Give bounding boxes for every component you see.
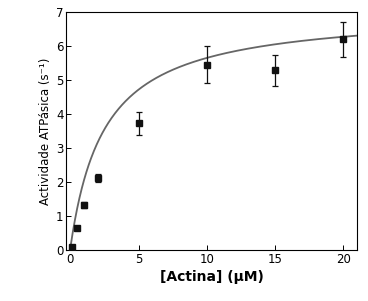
X-axis label: [Actina] (μM): [Actina] (μM)	[160, 270, 263, 284]
Y-axis label: Actividade ATPásica (s⁻¹): Actividade ATPásica (s⁻¹)	[39, 57, 52, 205]
